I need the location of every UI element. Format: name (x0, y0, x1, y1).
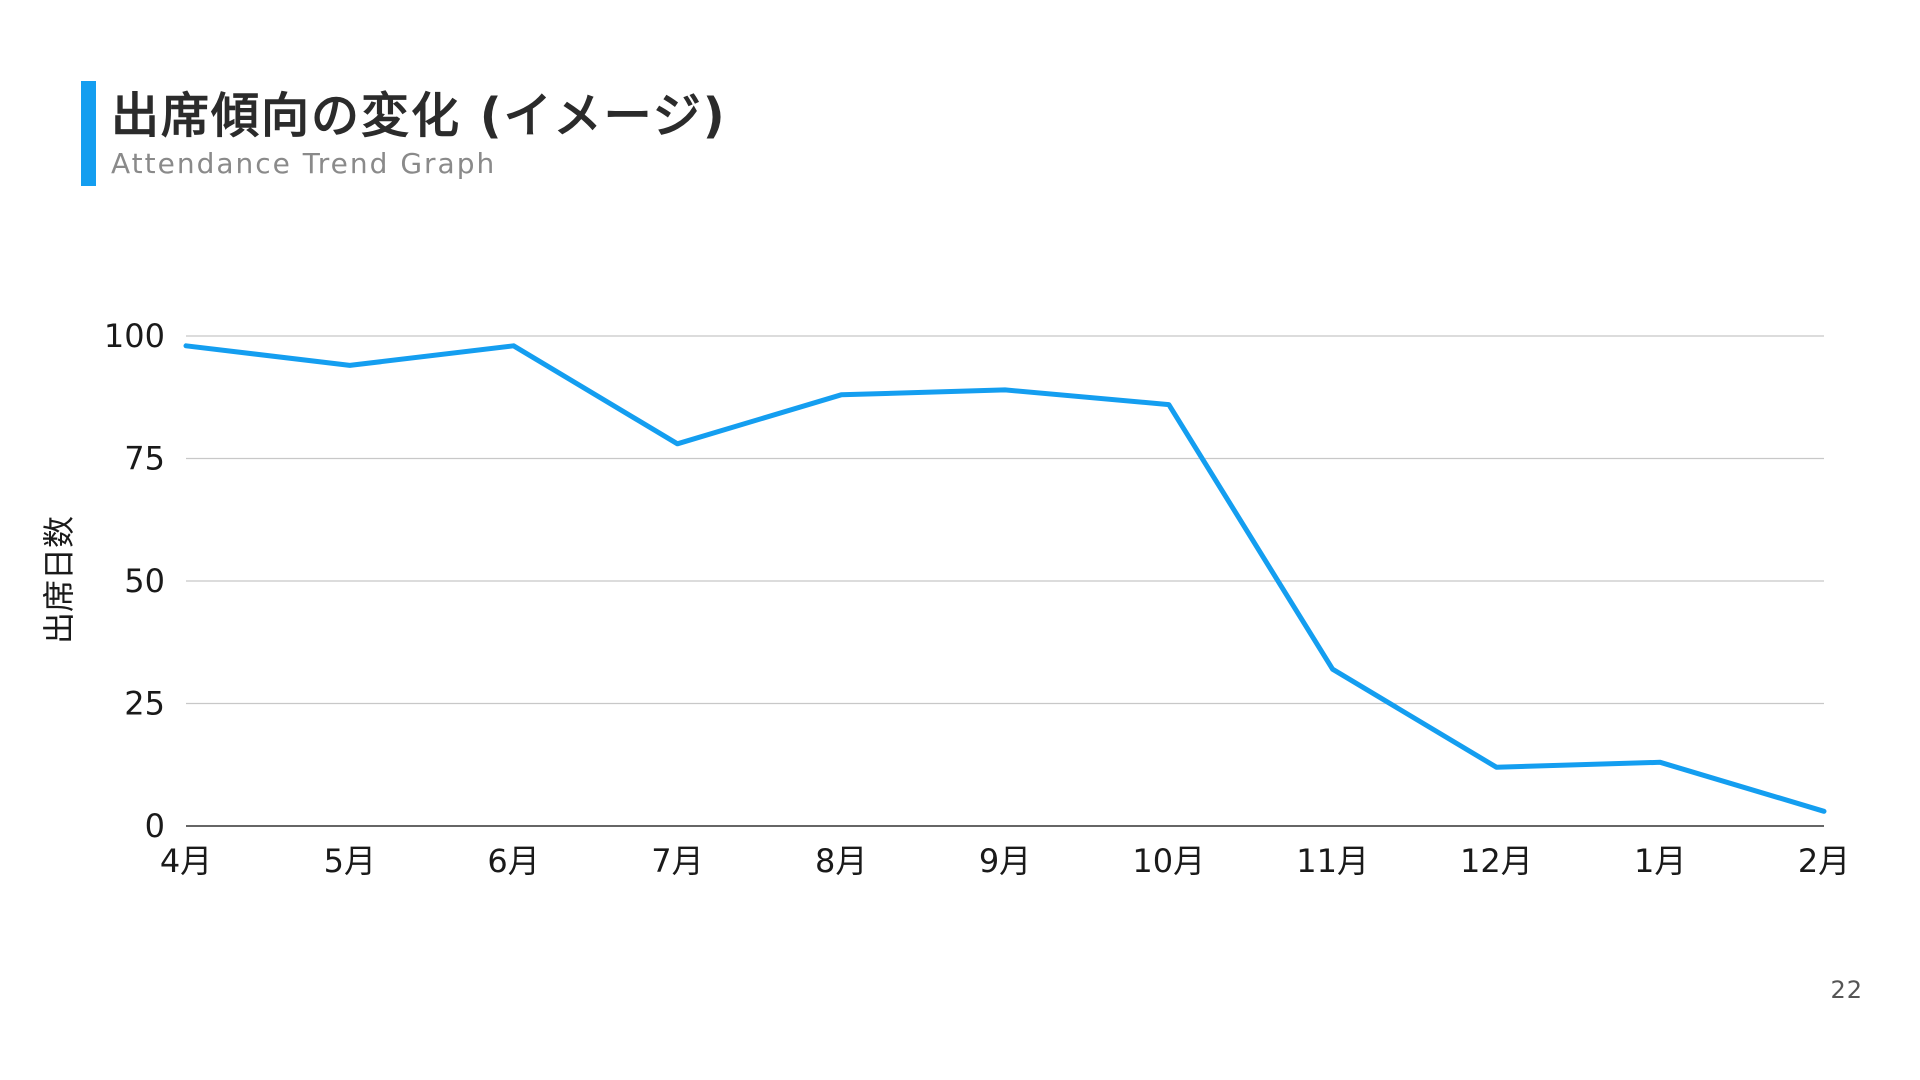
y-tick-labels: 0 25 50 75 100 (104, 317, 165, 845)
page-number: 22 (1830, 976, 1863, 1004)
x-tick-label: 4月 (160, 842, 212, 880)
y-tick-label: 0 (145, 807, 165, 845)
series-line (183, 343, 1827, 814)
x-tick-label: 11月 (1296, 842, 1369, 880)
y-tick-label: 75 (124, 440, 165, 478)
x-tick-label: 5月 (324, 842, 376, 880)
x-tick-labels: 4月 5月 6月 7月 8月 9月 10月 11月 12月 1月 2月 (160, 842, 1850, 880)
y-tick-label: 25 (124, 685, 165, 723)
grid-lines (186, 335, 1824, 827)
x-tick-label: 2月 (1798, 842, 1850, 880)
x-tick-label: 7月 (651, 842, 703, 880)
y-tick-label: 100 (104, 317, 165, 355)
x-tick-label: 12月 (1460, 842, 1533, 880)
x-tick-label: 6月 (487, 842, 539, 880)
x-tick-label: 1月 (1634, 842, 1686, 880)
title-accent-bar (81, 81, 96, 186)
slide-title: 出席傾向の変化 (イメージ) (111, 88, 727, 144)
x-tick-label: 10月 (1132, 842, 1205, 880)
x-tick-label: 9月 (979, 842, 1031, 880)
x-tick-label: 8月 (815, 842, 867, 880)
y-tick-label: 50 (124, 562, 165, 600)
series-layer (183, 343, 1827, 814)
slide-subtitle: Attendance Trend Graph (111, 147, 497, 180)
y-axis-label: 出席日数 (40, 516, 78, 644)
